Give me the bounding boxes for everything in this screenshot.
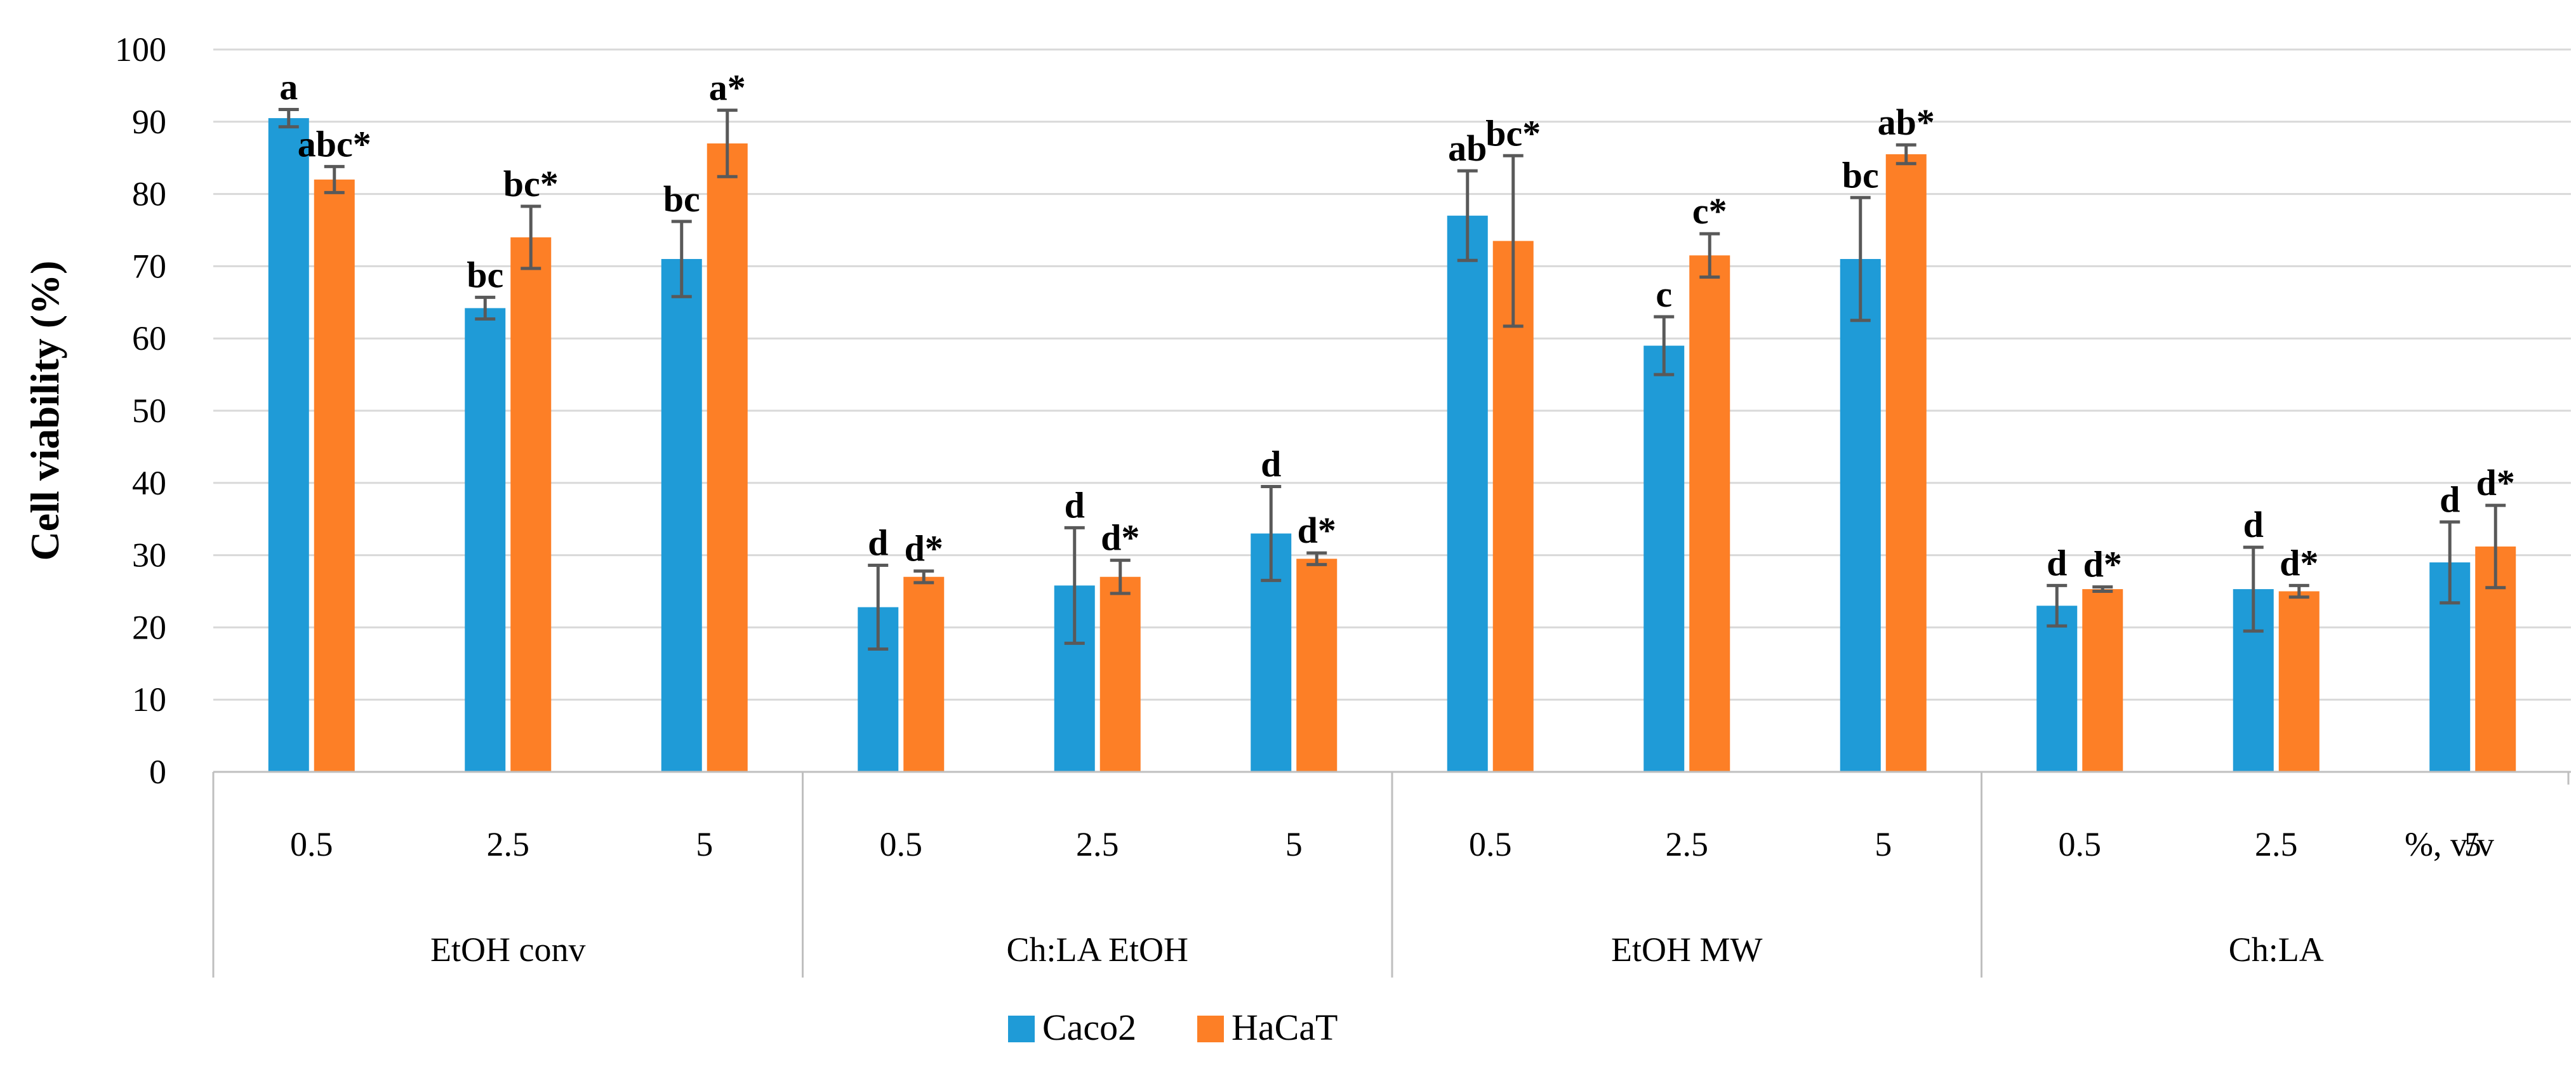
- y-axis-title: Cell viability (%): [22, 261, 67, 561]
- legend: Caco2 HaCaT: [1008, 1007, 1338, 1048]
- concentration-label: 2.5: [487, 825, 530, 863]
- group-label: Ch:LA EtOH: [1006, 931, 1188, 969]
- bar-hacat: [510, 237, 552, 772]
- significance-label: d: [1065, 484, 1085, 526]
- bars: [268, 118, 2516, 773]
- significance-label: d: [868, 522, 888, 564]
- y-tick-label: 60: [132, 319, 166, 357]
- y-tick-labels: 0 10 20 30 40 50 60 70 80 90 100: [115, 30, 166, 791]
- significance-label: bc: [1842, 154, 1879, 196]
- legend-swatch-caco2: [1008, 1016, 1035, 1042]
- significance-label: c: [1656, 274, 1672, 315]
- significance-label: d: [1261, 443, 1281, 484]
- group-label: Ch:LA: [2229, 931, 2324, 969]
- significance-label: bc: [663, 178, 700, 220]
- legend-label-caco2: Caco2: [1042, 1007, 1136, 1048]
- error-bars: [278, 107, 2506, 651]
- bar-hacat: [903, 576, 945, 772]
- legend-label-hacat: HaCaT: [1232, 1007, 1338, 1048]
- bar-caco2: [268, 118, 309, 773]
- bar-caco2: [1643, 345, 1685, 772]
- significance-label: ab*: [1878, 102, 1935, 143]
- significance-label: d*: [1101, 517, 1139, 559]
- group-label: EtOH MW: [1611, 931, 1762, 969]
- y-tick-label: 90: [132, 103, 166, 141]
- significance-label: bc: [467, 254, 503, 295]
- significance-label: d*: [2476, 462, 2515, 503]
- significance-label: abc*: [298, 123, 371, 164]
- bar-caco2: [661, 259, 702, 772]
- y-tick-label: 80: [132, 175, 166, 213]
- concentration-label: 0.5: [880, 825, 923, 863]
- group-label: EtOH conv: [430, 931, 585, 969]
- bar-caco2: [1447, 215, 1488, 772]
- y-tick-label: 100: [115, 30, 166, 69]
- y-tick-label: 70: [132, 247, 166, 285]
- significance-label: d*: [1298, 510, 1336, 551]
- concentration-label: 0.5: [1469, 825, 1512, 863]
- category-axis: 0.5 2.5 5 EtOH conv 0.5 2.5 5 Ch:LA EtOH 0.5 2.5 5…: [212, 771, 2571, 978]
- bar-hacat: [1492, 241, 1534, 772]
- legend-swatch-hacat: [1197, 1016, 1224, 1042]
- bar-hacat: [1296, 559, 1338, 772]
- bar-hacat: [1689, 255, 1730, 773]
- y-tick-label: 30: [132, 536, 166, 574]
- concentration-label: 5: [696, 825, 713, 863]
- significance-label: d: [2243, 504, 2264, 545]
- significance-label: bc*: [503, 163, 559, 204]
- significance-label: d: [2047, 542, 2067, 583]
- y-tick-label: 0: [149, 753, 166, 791]
- significance-label: d*: [2280, 542, 2318, 583]
- concentration-label: 0.5: [290, 825, 333, 863]
- significance-label: d*: [905, 528, 943, 569]
- concentration-label: 2.5: [1076, 825, 1119, 863]
- bar-caco2: [465, 308, 506, 772]
- x-axis-unit-label: %, v/v: [2405, 825, 2494, 863]
- bar-caco2: [2036, 606, 2078, 772]
- bar-hacat: [2278, 591, 2320, 772]
- significance-label: d*: [2083, 544, 2122, 585]
- significance-label: a*: [709, 67, 746, 109]
- significance-label: c*: [1692, 190, 1727, 232]
- bar-hacat: [707, 143, 748, 772]
- y-tick-label: 40: [132, 464, 166, 502]
- bar-hacat: [2082, 589, 2123, 772]
- y-tick-label: 50: [132, 392, 166, 430]
- bar-caco2: [1840, 259, 1881, 772]
- bar-hacat: [314, 179, 355, 773]
- concentration-label: 5: [2464, 825, 2481, 863]
- y-tick-label: 10: [132, 680, 166, 719]
- bar-hacat: [1885, 154, 1927, 772]
- significance-label: ab: [1448, 128, 1487, 169]
- significance-label: bc*: [1485, 112, 1541, 154]
- significance-label: d: [2440, 479, 2460, 520]
- gridlines: [213, 48, 2571, 701]
- y-tick-label: 20: [132, 608, 166, 646]
- bar-hacat: [1099, 576, 1141, 772]
- significance-label: a: [279, 66, 298, 107]
- concentration-label: 2.5: [1666, 825, 1709, 863]
- concentration-label: 0.5: [2059, 825, 2102, 863]
- concentration-label: 5: [1285, 825, 1303, 863]
- concentration-label: 5: [1875, 825, 1892, 863]
- concentration-label: 2.5: [2255, 825, 2298, 863]
